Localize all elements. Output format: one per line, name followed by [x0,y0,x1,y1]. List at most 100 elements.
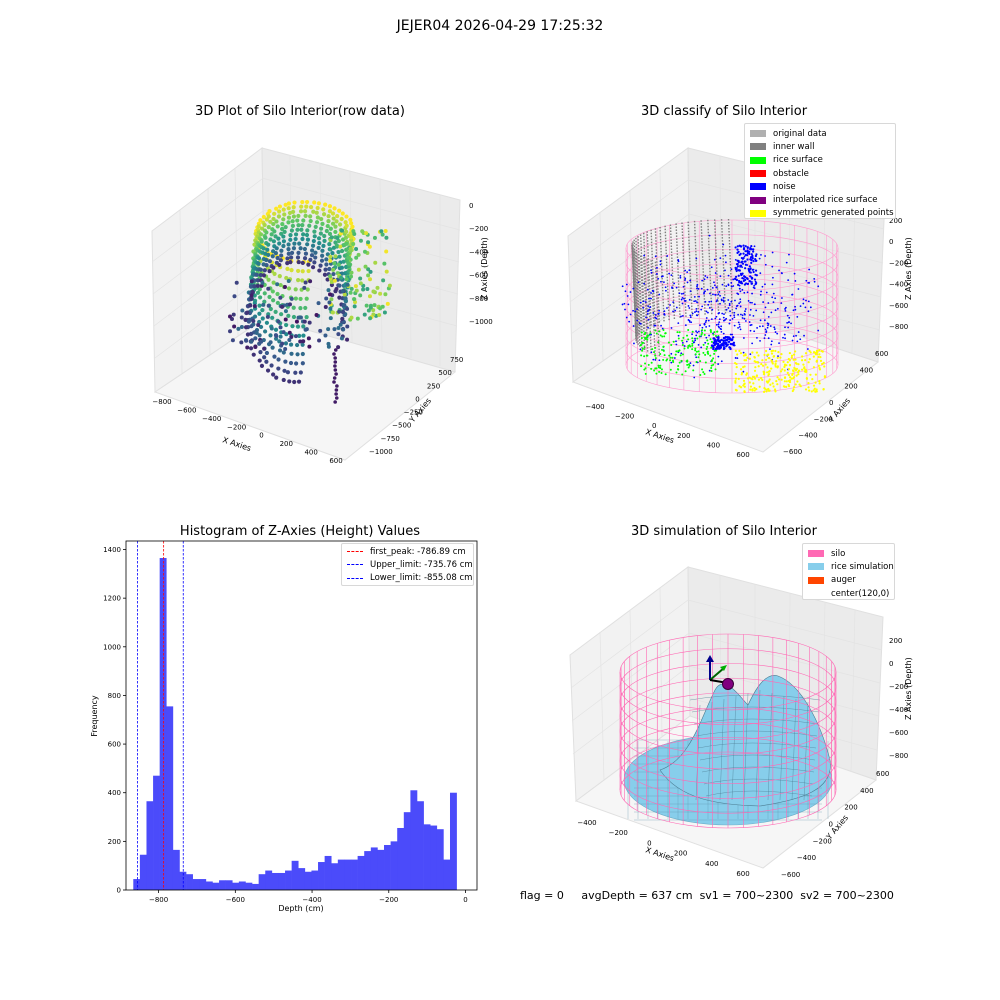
noise-point [805,299,807,302]
mound-contour [767,692,773,801]
symmetric-point [787,357,790,361]
symmetric-point [748,376,751,379]
noise-point [735,305,738,308]
noise-point [638,322,641,325]
raw-point [306,262,311,267]
noise-point [717,347,720,350]
noise-point [742,248,746,251]
raw-point [334,219,339,224]
raw-point [266,303,271,308]
noise-point [786,321,789,324]
raw-point [279,312,284,317]
raw-point [333,356,337,360]
rice-surface-point [710,360,713,363]
raw-point [257,274,262,279]
x-tick-label: −400 [302,896,321,904]
noise-point [706,288,709,291]
rice-surface-point [703,333,706,336]
raw-point [253,231,258,236]
noise-point [733,311,736,314]
raw-point [255,255,260,260]
noise-point [744,308,747,310]
histogram-bar [344,859,352,890]
noise-point [734,277,737,281]
rice-surface-point [694,349,697,352]
noise-point [784,337,786,340]
noise-point [639,322,642,325]
inner-wall-column [664,225,670,321]
noise-point [718,344,721,347]
symmetric-point [753,360,756,363]
raw-point [374,313,379,318]
raw-point [328,254,333,259]
noise-point [684,299,687,302]
raw-point [319,216,324,222]
raw-point [338,322,343,327]
symmetric-point [819,356,822,359]
inner-wall-column [693,220,700,316]
noise-point [753,330,756,333]
rice-surface-point [671,356,674,359]
noise-point [689,279,692,282]
noise-point [637,281,640,284]
raw-point [314,312,319,317]
raw-point [257,341,262,346]
noise-point [731,338,734,341]
raw-point [336,332,341,337]
raw-point [251,266,256,271]
symmetric-point [792,370,795,373]
rice-surface-point [646,338,649,341]
rice-surface-point [686,334,689,337]
noise-point [753,303,756,306]
noise-point [713,281,715,284]
raw-point [278,258,283,263]
mound-contour [693,718,819,725]
symmetric-point [788,364,792,367]
raw-point [250,290,255,295]
raw-point [271,216,276,222]
noise-point [715,342,718,345]
noise-point [693,341,696,344]
noise-point [715,345,719,349]
raw-point [252,301,257,306]
raw-point [284,275,289,281]
tick-label: −200 [889,683,908,691]
noise-point [734,246,737,249]
noise-point [655,317,658,320]
rice-surface-point [713,331,716,334]
rice-surface-point [657,341,660,344]
symmetric-point [813,387,816,390]
noise-point [813,280,816,283]
rice-surface-point [707,352,710,355]
y-tick-label: 600 [108,741,121,749]
inner-wall-column [650,260,656,356]
noise-point [741,257,745,260]
noise-point [648,308,651,311]
noise-point [756,327,759,329]
raw-point [257,266,262,272]
noise-point [787,279,790,282]
symmetric-point [815,359,819,362]
symmetric-point [792,358,795,361]
noise-point [788,316,791,319]
noise-point [720,331,723,333]
raw-point [251,261,256,266]
raw-point [349,241,354,247]
rice-surface-point [669,359,672,362]
rice-surface-point [642,341,645,344]
symmetric-point [767,374,770,377]
raw-point [257,333,262,338]
raw-point [314,210,319,215]
raw-point [332,261,337,266]
histogram-bar [139,854,147,890]
raw-point [333,229,338,235]
noise-point [692,364,695,367]
raw-point [296,250,301,255]
noise-point [752,268,755,271]
raw-point [271,249,276,254]
symmetric-point [787,367,791,371]
noise-point [696,285,698,288]
raw-point [247,297,252,302]
noise-point [726,336,730,339]
noise-point [636,308,639,310]
